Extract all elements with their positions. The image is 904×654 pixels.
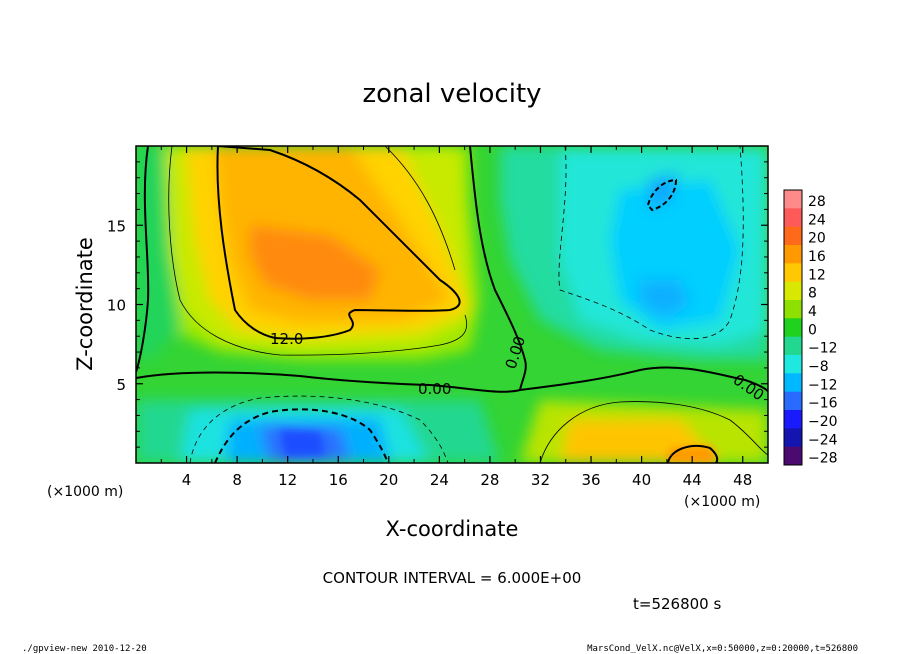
colorbar-segment [784,245,802,264]
contour-thin-left [168,146,468,356]
x-tick-label: 28 [480,471,499,489]
contour-zero-middle [136,366,768,393]
colorbar-segment [784,410,802,429]
colorbar-segment [784,281,802,301]
contour-thin-upper [384,146,456,271]
colorbar-segment [784,373,802,393]
x-tick-label: 20 [379,471,398,489]
colorbar: 28 24 20 16 12 8 4 0 −12 −8 −12 −16 −20 −24 −28 [783,189,838,467]
x-axis-unit: (×1000 m) [684,494,760,510]
footer-right: MarsCond_VelX.nc@VelX,x=0:50000,z=0:2000… [587,644,858,654]
x-tick-label: 32 [531,471,550,489]
colorbar-label: 4 [808,304,817,320]
contour-zero-vertical [469,146,527,391]
colorbar-segment [784,428,802,448]
contour-thin-right-neg [558,146,744,340]
colorbar-label: 0 [808,322,817,338]
colorbar-label: 16 [808,249,826,265]
contour-12-upper [216,146,461,340]
colorbar-segment [784,190,802,209]
x-tick-label: 16 [329,471,348,489]
colorbar-label: 28 [808,194,826,210]
y-tick-label: 5 [116,376,126,394]
colorbar-segment [784,226,802,246]
y-axis-unit: (×1000 m) [47,484,123,500]
field-region-right-min [640,280,690,318]
x-tick-label: 12 [278,471,297,489]
colorbar-label: 20 [808,231,826,247]
y-axis-label: Z-coordinate [73,237,97,371]
colorbar-segment [784,336,802,356]
contour-zero-left [136,146,150,373]
colorbar-label: −20 [808,414,838,430]
chart-title: zonal velocity [362,79,541,109]
x-tick-label: 8 [232,471,242,489]
colorbar-segment [784,263,802,283]
footer-left: ./gpview-new 2010-12-20 [22,644,147,654]
x-axis-label: X-coordinate [386,517,519,541]
colorbar-label: −8 [808,359,829,375]
field-region-lower-core-deep [280,430,325,456]
colorbar-segment [784,300,802,319]
heatmap-field: 12.0 0.00 0.00 0.00 [136,146,768,463]
colorbar-label: −28 [808,451,838,467]
contour-thin-lower-right [539,401,768,463]
x-axis-ticks: 4 8 12 16 20 24 28 32 36 40 44 48 [160,146,752,489]
y-tick-label: 15 [107,217,126,235]
colorbar-segment [784,318,802,338]
x-tick-label: 36 [581,471,600,489]
contour-interval-note: CONTOUR INTERVAL = 6.000E+00 [323,569,582,587]
contour-thin-lower-neg [189,395,449,463]
x-tick-label: 48 [733,471,752,489]
contour-label-12: 12.0 [270,330,303,348]
x-tick-label: 40 [632,471,651,489]
time-label: t=526800 s [633,595,721,613]
field-region-upper-core [250,225,380,300]
y-tick-label: 10 [107,297,126,315]
colorbar-label: −12 [808,341,838,357]
colorbar-segment [784,446,802,466]
colorbar-segment [784,355,802,374]
y-axis-ticks: 5 10 15 [107,161,768,448]
colorbar-label: 8 [808,286,817,302]
colorbar-label: −12 [808,377,838,393]
contour-right-small-min [646,178,678,212]
contour-lower-neg [214,408,389,463]
colorbar-segment [784,391,802,411]
x-tick-label: 4 [182,471,192,489]
colorbar-frame [783,189,803,466]
colorbar-segment [784,208,802,228]
contour-label-zero-middle: 0.00 [418,380,451,398]
colorbar-label: 12 [808,267,826,283]
colorbar-label: 24 [808,212,826,228]
colorbar-label: −16 [808,396,838,412]
x-tick-label: 24 [430,471,449,489]
x-tick-label: 44 [683,471,702,489]
colorbar-label: −24 [808,432,838,448]
